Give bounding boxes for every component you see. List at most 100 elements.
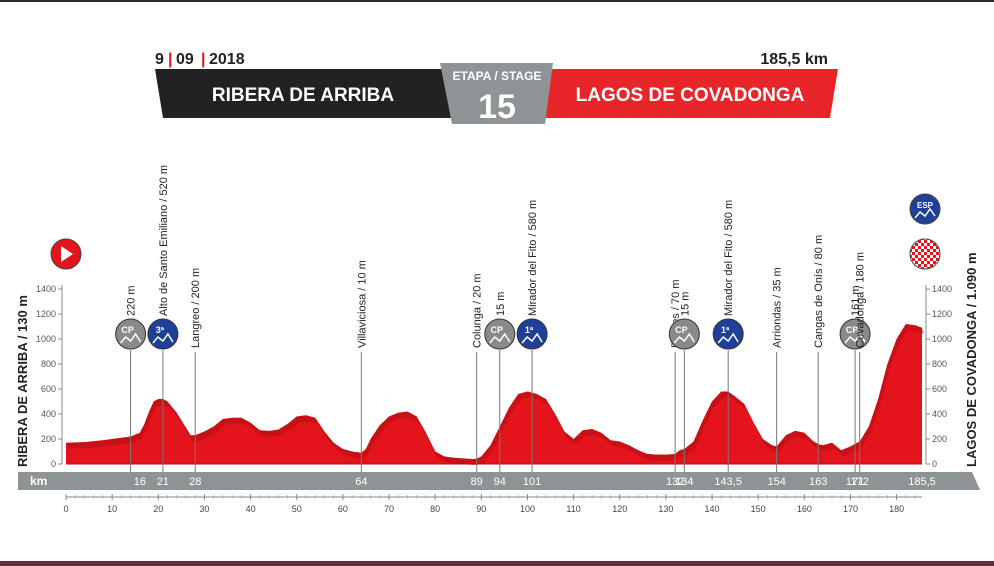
annotation-label: 15 m — [495, 292, 507, 316]
x-tick-label: 100 — [520, 504, 535, 514]
y-tick-label-left: 200 — [41, 434, 56, 444]
km-marker-label: 101 — [523, 476, 541, 488]
km-marker-label: 28 — [189, 476, 201, 488]
y-tick-label-left: 800 — [41, 359, 56, 369]
y-axis-right: 0 200 400 600 800 1000 1200 1400 — [925, 284, 952, 469]
annotation-label: Colunga / 20 m — [472, 273, 484, 348]
x-tick-label: 40 — [246, 504, 256, 514]
y-tick-label-right: 1400 — [932, 284, 952, 294]
km-marker-label: 16 — [134, 476, 146, 488]
checkered-flag-icon — [909, 238, 941, 270]
km-marker-label: 171 — [846, 476, 864, 488]
km-bar-label: km — [30, 474, 47, 488]
checkpoint-icon: CP — [839, 318, 871, 350]
y-tick-label-right: 400 — [932, 409, 947, 419]
x-tick-label: 80 — [430, 504, 440, 514]
x-tick-label: 130 — [658, 504, 673, 514]
badge-text: 3ª — [156, 325, 165, 335]
header: 9 | 09 | 2018 185,5 km RIBERA DE ARRIBA … — [155, 51, 838, 126]
profile-shade — [66, 324, 924, 465]
checkpoint-icon: CP — [484, 318, 516, 350]
x-tick-label: 120 — [612, 504, 627, 514]
annotation-label: 161 m — [850, 285, 862, 316]
date-month: 09 — [176, 51, 194, 68]
km-marker-label: 143,5 — [714, 476, 742, 488]
annotation-label: Covadonga / 180 m — [855, 252, 867, 348]
badge-text: CP — [121, 325, 134, 335]
y-tick-label-right: 600 — [932, 384, 947, 394]
x-tick-label: 170 — [843, 504, 858, 514]
date-year: 2018 — [209, 51, 245, 68]
annotation-label: Cangas de Onís / 80 m — [813, 235, 825, 348]
annotation-label: Villaviciosa / 10 m — [356, 260, 368, 348]
annotation-label: Mirador del Fito / 580 m — [527, 200, 539, 316]
esp-jersey-icon: ESP — [909, 193, 941, 225]
bottom-border — [0, 561, 994, 566]
y-tick-label-right: 200 — [932, 434, 947, 444]
badge-text: 1ª — [721, 325, 730, 335]
badge-text: CP — [846, 325, 859, 335]
km-marker-label: 154 — [767, 476, 785, 488]
x-tick-label: 160 — [797, 504, 812, 514]
start-banner — [155, 69, 452, 118]
y-tick-label-left: 1000 — [36, 334, 56, 344]
x-tick-label: 20 — [153, 504, 163, 514]
y-tick-label-right: 1000 — [932, 334, 952, 344]
checkpoint-icon: CP — [115, 318, 147, 350]
stage-distance: 185,5 km — [760, 51, 828, 68]
y-tick-label-right: 800 — [932, 359, 947, 369]
stage-number: 15 — [478, 88, 516, 126]
km-marker-label: 21 — [157, 476, 169, 488]
x-tick-label: 0 — [63, 504, 68, 514]
x-axis: 0 10 20 30 40 50 60 70 80 90 100 110 120 130 140 150 160… — [63, 494, 922, 514]
x-tick-label: 180 — [889, 504, 904, 514]
y-tick-label-right: 1200 — [932, 309, 952, 319]
km-marker-label: 172 — [851, 476, 869, 488]
finish-side-label: LAGOS DE COVADONGA / 1.090 m — [964, 252, 979, 467]
checkpoint-icon: CP — [668, 318, 700, 350]
date-sep-1: | — [168, 51, 172, 68]
annotation-label: Arriondas / 35 m — [772, 267, 784, 348]
start-side-label: RIBERA DE ARRIBA / 130 m — [15, 295, 30, 467]
km-marker-label: 89 — [471, 476, 483, 488]
km-marker-label: 94 — [494, 476, 506, 488]
km-marker-label: 163 — [809, 476, 827, 488]
stage-label: ETAPA / STAGE — [453, 69, 542, 83]
badge-text: CP — [491, 325, 504, 335]
annotations: CP 220 m 3ª Alto de Santo Emiliano / 520 m L… — [115, 165, 871, 472]
annotation-label: Langreo / 200 m — [190, 268, 202, 348]
start-town: RIBERA DE ARRIBA — [212, 85, 395, 106]
x-tick-label: 30 — [199, 504, 209, 514]
x-tick-label: 70 — [384, 504, 394, 514]
km-marker-label: 134 — [675, 476, 693, 488]
climb-category-icon: 1ª — [516, 318, 548, 350]
esp-badge-text: ESP — [917, 201, 934, 210]
y-tick-label-left: 400 — [41, 409, 56, 419]
start-play-icon — [50, 238, 82, 270]
y-tick-label-right: 0 — [932, 459, 937, 469]
km-marker-label: 132 — [666, 476, 684, 488]
km-bar-shape — [18, 472, 980, 490]
y-tick-label-left: 600 — [41, 384, 56, 394]
y-tick-label-left: 0 — [51, 459, 56, 469]
x-tick-label: 110 — [566, 504, 580, 514]
climb-category-icon: 1ª — [712, 318, 744, 350]
badge-text: CP — [675, 325, 688, 335]
x-tick-label: 50 — [292, 504, 302, 514]
date-sep-2: | — [201, 51, 205, 68]
x-tick-label: 150 — [751, 504, 766, 514]
y-tick-label-left: 1200 — [36, 309, 56, 319]
x-tick-label: 90 — [476, 504, 486, 514]
date-day: 9 — [155, 51, 164, 68]
y-tick-label-left: 1400 — [36, 284, 56, 294]
x-tick-label: 10 — [107, 504, 117, 514]
y-axis-left: 0 200 400 600 800 1000 1200 1400 — [36, 284, 63, 469]
elevation-profile — [66, 324, 924, 465]
badge-text: 1ª — [525, 325, 534, 335]
climb-category-icon: 3ª — [147, 318, 179, 350]
finish-banner — [545, 69, 838, 118]
finish-town: LAGOS DE COVADONGA — [576, 85, 805, 106]
